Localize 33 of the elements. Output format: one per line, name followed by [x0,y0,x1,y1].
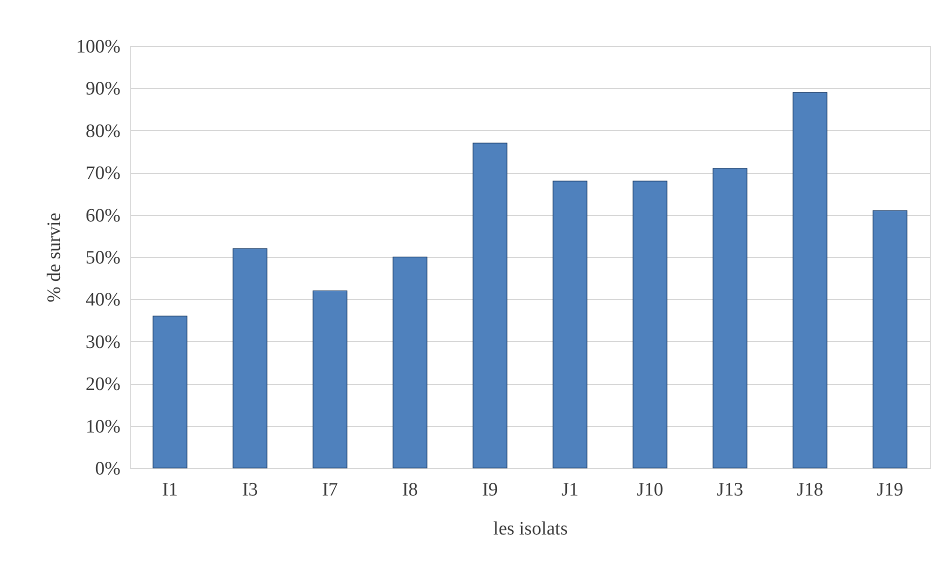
y-tick-label: 60% [86,205,121,226]
bar [312,290,348,468]
x-tick-label: I1 [162,480,178,500]
y-tick-label: 80% [86,120,121,142]
y-tick-label: 100% [76,36,121,58]
bar [152,316,188,468]
x-tick-label: I8 [402,480,418,500]
y-tick-label: 70% [86,163,121,184]
x-tick-label: J13 [716,480,744,500]
y-tick-label: 50% [86,248,121,268]
bar [792,92,828,468]
x-tick-label: J10 [636,480,664,500]
x-tick-label: I7 [322,480,338,500]
x-tick-label: J18 [796,480,824,500]
x-tick-label: J1 [562,480,578,500]
y-tick-label: 30% [86,332,121,353]
bar [712,168,748,468]
y-tick-label: 20% [86,374,121,396]
x-tick-label: I3 [242,480,258,500]
y-axis-title: % de survie [44,212,66,302]
bar [552,180,588,468]
y-tick-label: 40% [86,290,121,311]
bar [632,180,668,468]
x-tick-label: I9 [482,480,498,500]
x-axis-title: les isolats [493,518,568,540]
y-tick-label: 90% [86,78,121,100]
y-tick-label: 0% [95,458,121,480]
bar [472,142,508,468]
bar [392,256,428,468]
bar [232,248,268,468]
bar [872,210,908,468]
x-tick-label: J19 [876,480,904,500]
y-tick-label: 10% [86,416,121,438]
